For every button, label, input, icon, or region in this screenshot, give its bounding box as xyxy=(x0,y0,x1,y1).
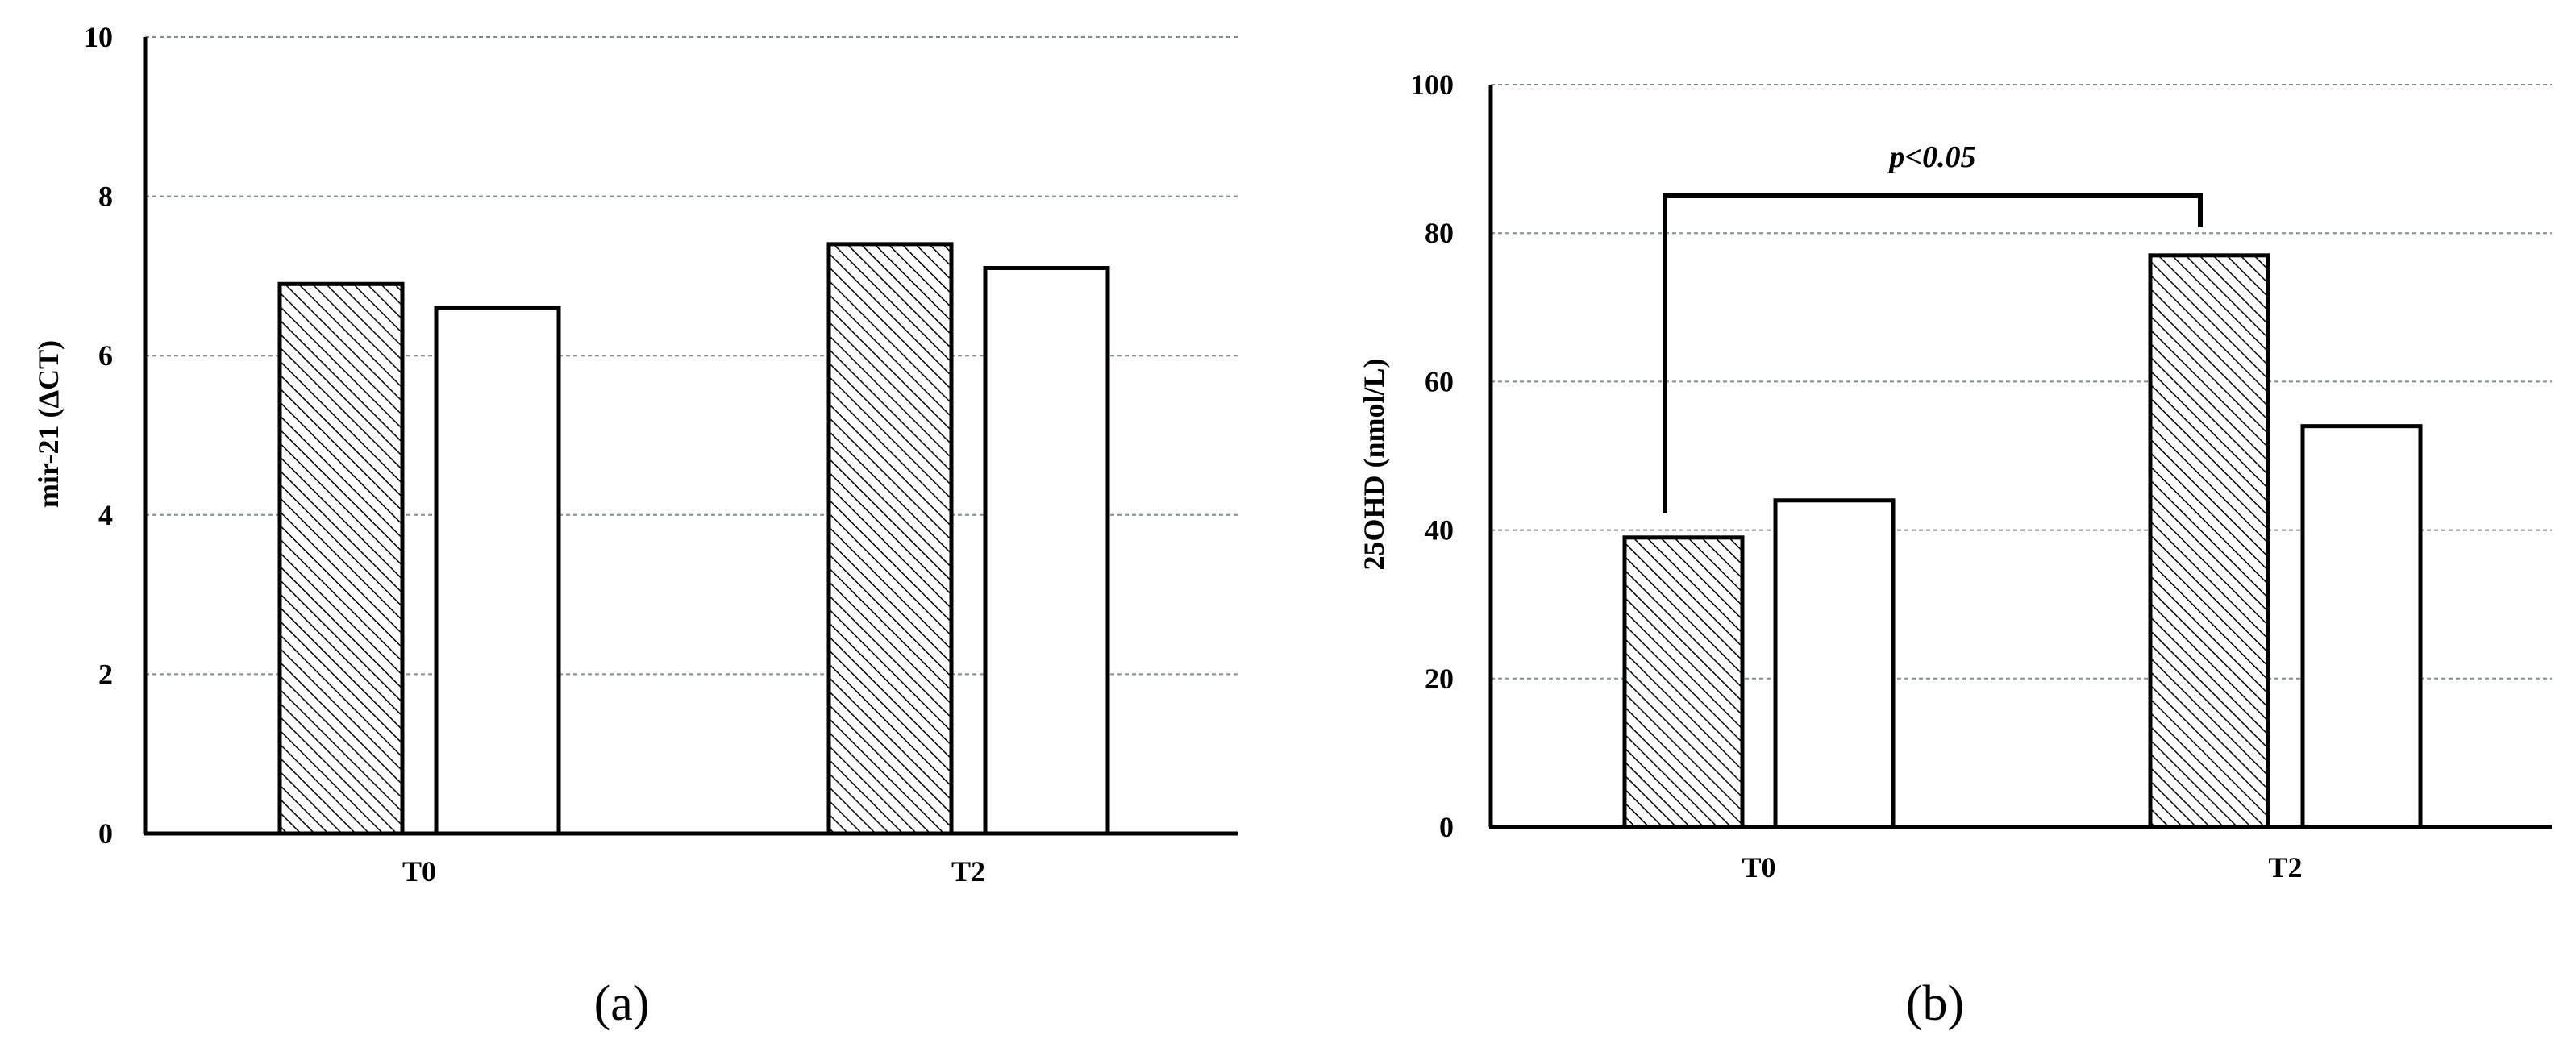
significance-bracket xyxy=(1663,193,2203,513)
significance-label: p<0.05 xyxy=(1887,140,1975,174)
panel-b-axes xyxy=(1488,85,2552,829)
panel-a-y-tick-6: 6 xyxy=(98,339,113,372)
panel-a: 0 2 4 6 8 10 T0 T2 mir-21 (ΔCT) (a) xyxy=(32,21,1238,1031)
panel-a-y-axis-title: mir-21 (ΔCT) xyxy=(32,340,65,508)
panel-a-category-t0: T0 xyxy=(402,855,436,888)
panel-b-category-t2: T2 xyxy=(2268,851,2302,883)
panel-a-label: (a) xyxy=(594,976,650,1031)
panel-b-bars xyxy=(1622,253,2423,829)
panel-a-bar-t0-series1 xyxy=(277,281,405,836)
panel-a-category-t2: T2 xyxy=(951,855,985,888)
panel-b-category-t0: T0 xyxy=(1742,851,1775,883)
panel-b-label: (b) xyxy=(1906,976,1964,1031)
panel-b-y-tick-0: 0 xyxy=(1439,811,1454,843)
panel-b-y-tick-100: 100 xyxy=(1410,69,1454,101)
panel-b-y-ticks: 0 20 40 60 80 100 xyxy=(1410,69,1454,843)
panel-a-bar-t2-series1 xyxy=(826,242,954,836)
panel-b-bar-t0-series2 xyxy=(1773,498,1896,829)
panel-a-y-ticks: 0 2 4 6 8 10 xyxy=(84,21,113,850)
panel-b-bar-t2-series1 xyxy=(2148,253,2270,829)
panel-b-y-tick-80: 80 xyxy=(1425,217,1454,249)
panel-b-bar-t2-series2 xyxy=(2300,424,2423,829)
panel-a-y-tick-2: 2 xyxy=(98,658,113,690)
panel-b-y-axis-title: 25OHD (nmol/L) xyxy=(1358,358,1390,570)
panel-b-y-tick-20: 20 xyxy=(1425,663,1454,695)
panel-b-x-ticks: T0 T2 xyxy=(1742,851,2302,883)
panel-a-y-tick-10: 10 xyxy=(84,21,113,53)
panel-b-y-tick-40: 40 xyxy=(1425,514,1454,547)
panel-a-bar-t0-series2 xyxy=(434,306,561,836)
panel-a-y-tick-4: 4 xyxy=(98,499,113,531)
panel-b-bar-t0-series1 xyxy=(1622,535,1745,829)
panel-a-bar-t2-series2 xyxy=(983,266,1110,836)
panel-a-x-ticks: T0 T2 xyxy=(402,855,985,888)
panel-b-significance: p<0.05 xyxy=(1663,140,2203,513)
panel-a-bars xyxy=(277,242,1110,836)
panel-a-axes xyxy=(143,37,1238,836)
panel-a-y-tick-8: 8 xyxy=(98,181,113,213)
panel-b-y-tick-60: 60 xyxy=(1425,365,1454,397)
panel-a-y-tick-0: 0 xyxy=(98,817,113,850)
